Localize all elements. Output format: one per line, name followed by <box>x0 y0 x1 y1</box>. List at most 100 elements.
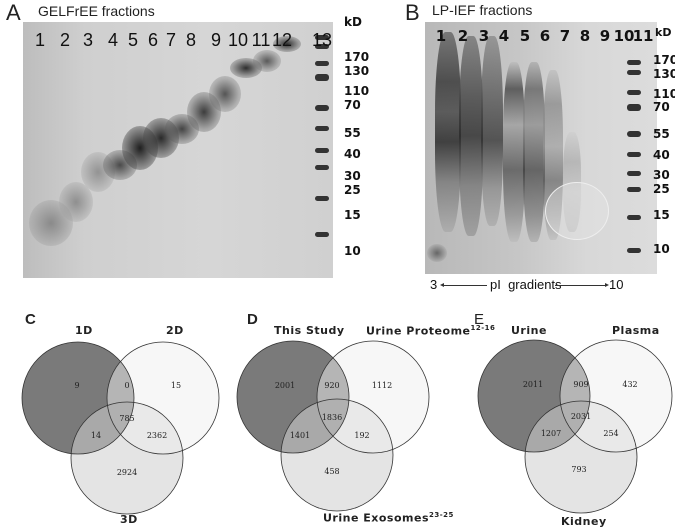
marker-label: 25 <box>653 182 670 196</box>
marker-label: 70 <box>344 98 361 112</box>
lane-label: 9 <box>210 30 222 50</box>
region-only-a: 9 <box>74 381 79 390</box>
lane-label: 3 <box>478 27 490 45</box>
marker-label: 25 <box>344 183 361 197</box>
panel-b-title: LP-IEF fractions <box>432 2 533 18</box>
lane-label: 6 <box>539 27 551 45</box>
lane-label: 8 <box>579 27 591 45</box>
panel-a-title: GELFrEE fractions <box>38 3 155 19</box>
set-c-ref: 23-25 <box>429 511 454 519</box>
venn-d-set-a-label: This Study <box>274 324 345 337</box>
venn-diagram-c: 9 0 15 785 14 2362 2924 <box>21 341 220 515</box>
region-ac: 14 <box>91 431 101 440</box>
region-bc: 2362 <box>147 431 167 440</box>
venn-diagram-e: 2011 909 432 2031 1207 254 793 <box>477 339 673 514</box>
region-ab: 0 <box>124 381 129 390</box>
set-a-text: This Study <box>274 324 345 337</box>
marker-label: 55 <box>344 126 361 140</box>
lane-label: 4 <box>107 30 119 50</box>
gelfree-gel-image <box>23 22 333 278</box>
region-ac: 1401 <box>290 431 310 440</box>
set-b-text: Urine Proteome <box>366 324 471 338</box>
panel-a-letter: A <box>6 0 21 25</box>
region-bc: 254 <box>603 429 618 438</box>
marker-label: 10 <box>344 244 361 258</box>
region-only-c: 2924 <box>117 468 137 477</box>
left-arrow-line <box>442 285 487 286</box>
lane-label: 7 <box>559 27 571 45</box>
marker-label: 15 <box>344 208 361 222</box>
lane-label: 4 <box>498 27 510 45</box>
venn-d-set-c-label: Urine Exosomes23-25 <box>323 511 454 525</box>
right-arrowhead-icon <box>605 283 609 287</box>
venn-e-set-a-label: Urine <box>511 324 547 337</box>
venn-diagram-d: 2001 920 1112 1836 1401 192 458 <box>236 340 430 512</box>
lane-label: 11 <box>632 27 654 45</box>
lane-label: 8 <box>185 30 197 50</box>
lane-label: 11 <box>251 30 271 50</box>
panel-d-letter: D <box>247 311 258 328</box>
set-c-text: Urine Exosomes <box>323 511 429 525</box>
venn-c-set-a-label: 1D <box>75 324 93 337</box>
marker-label: 15 <box>653 208 670 222</box>
venn-c-set-b-label: 2D <box>166 324 184 337</box>
panel-b-letter: B <box>405 0 420 25</box>
lane-label: 1 <box>435 27 447 45</box>
marker-label: 170 <box>653 53 675 67</box>
set-b-ref: 12-16 <box>470 324 496 332</box>
region-only-a: 2001 <box>275 381 295 390</box>
marker-label: 40 <box>653 148 670 162</box>
venn-d-set-b-label: Urine Proteome12-16 <box>366 324 495 338</box>
region-ac: 1207 <box>541 429 561 438</box>
lane-label: 7 <box>165 30 177 50</box>
lane-label: 2 <box>457 27 469 45</box>
lane-label: 9 <box>599 27 611 45</box>
marker-label: 40 <box>344 147 361 161</box>
lane-label: 2 <box>59 30 71 50</box>
region-only-b: 15 <box>171 381 181 390</box>
marker-label: 130 <box>653 67 675 81</box>
region-only-c: 458 <box>324 467 339 476</box>
region-only-b: 432 <box>622 380 637 389</box>
lane-label: 3 <box>82 30 94 50</box>
lane-label: 5 <box>519 27 531 45</box>
marker-label: 170 <box>344 50 370 64</box>
region-only-b: 1112 <box>372 381 392 390</box>
right-arrow-line <box>555 285 605 286</box>
venn-c-set-c-label: 3D <box>120 513 138 526</box>
region-abc: 1836 <box>322 413 342 422</box>
panel-e-letter: E <box>474 311 485 328</box>
lane-label: 10 <box>613 27 635 45</box>
marker-label: 30 <box>653 168 670 182</box>
lane-label: 10 <box>227 30 249 50</box>
region-abc: 785 <box>119 414 134 423</box>
marker-label: 55 <box>653 127 670 141</box>
marker-label: 130 <box>344 64 370 78</box>
lane-label: 5 <box>127 30 139 50</box>
lane-label: 1 <box>34 30 46 50</box>
lane-label: 6 <box>147 30 159 50</box>
region-only-c: 793 <box>571 465 586 474</box>
marker-label: 110 <box>344 84 370 98</box>
kd-unit-label: kD <box>344 15 362 29</box>
region-ab: 920 <box>324 381 339 390</box>
marker-label: 70 <box>653 100 670 114</box>
region-ab: 909 <box>573 380 588 389</box>
lane-label: 12 <box>271 30 293 50</box>
pi-start-label: 3 <box>430 277 438 292</box>
pi-end-label: 10 <box>609 277 624 292</box>
kd-unit-label: kD <box>655 26 672 39</box>
region-bc: 192 <box>354 431 369 440</box>
panel-c-letter: C <box>25 311 36 328</box>
venn-e-set-c-label: Kidney <box>561 515 607 528</box>
marker-label: 10 <box>653 242 670 256</box>
marker-label: 110 <box>653 87 675 101</box>
lane-label: 13 <box>311 30 333 50</box>
venn-e-set-b-label: Plasma <box>612 324 660 337</box>
pi-gradient-label: pI gradients <box>490 277 562 292</box>
marker-label: 30 <box>344 169 361 183</box>
region-only-a: 2011 <box>523 380 543 389</box>
region-abc: 2031 <box>571 412 591 421</box>
lp-ief-gel-image <box>425 22 657 274</box>
left-arrowhead-icon <box>440 283 444 287</box>
